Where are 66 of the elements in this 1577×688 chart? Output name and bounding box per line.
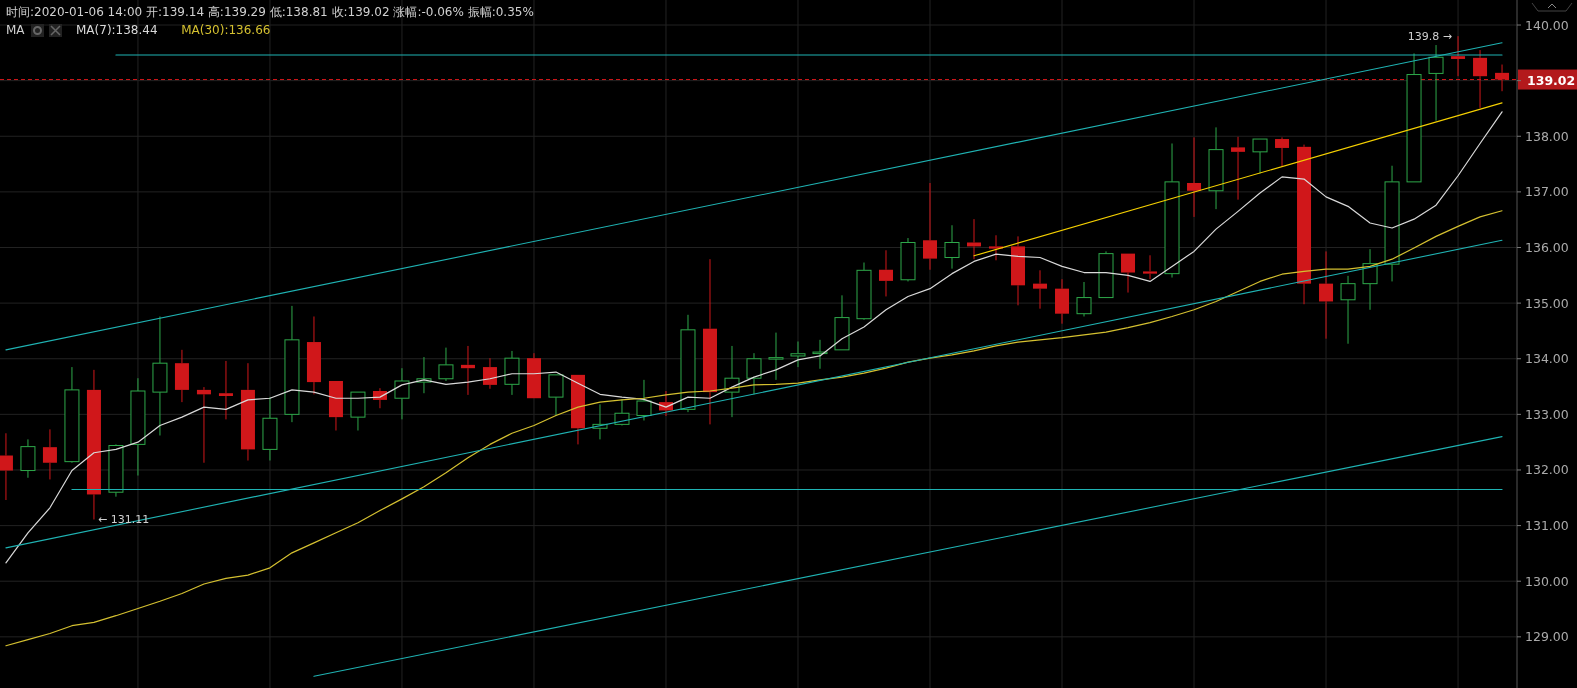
candlestick bbox=[944, 224, 960, 270]
candlestick bbox=[306, 315, 321, 395]
candlestick bbox=[680, 314, 696, 413]
candlestick bbox=[746, 352, 762, 395]
chart-title: 时间:2020-01-06 14:00 开:139.14 高:139.29 低:138.81 收:139.02 涨幅:-0.06% 振幅:0.35% bbox=[6, 5, 534, 19]
ref-line-label: 139.02 bbox=[1527, 72, 1576, 88]
candlestick bbox=[1297, 144, 1312, 305]
candlestick bbox=[636, 379, 652, 421]
candlestick bbox=[1319, 250, 1334, 340]
candlestick bbox=[1428, 44, 1444, 122]
y-tick-label: 135.00 bbox=[1525, 295, 1569, 311]
candlestick bbox=[152, 315, 168, 436]
candlestick bbox=[856, 262, 872, 320]
candlestick bbox=[923, 182, 937, 271]
y-tick-label: 138.00 bbox=[1525, 128, 1569, 144]
candlestick bbox=[482, 357, 497, 390]
candlestick bbox=[1055, 278, 1070, 325]
candlestick bbox=[1231, 136, 1246, 201]
candlestick bbox=[42, 428, 57, 480]
y-tick-label: 131.00 bbox=[1525, 518, 1569, 534]
candlestick bbox=[812, 339, 828, 370]
candlestick bbox=[130, 377, 146, 477]
candlestick bbox=[284, 305, 300, 423]
text: MA(30):136.66 bbox=[181, 23, 271, 37]
candlestick bbox=[1076, 281, 1092, 317]
candlestick bbox=[394, 367, 410, 420]
y-tick-label: 137.00 bbox=[1525, 184, 1569, 200]
annotation: 139.8 → bbox=[1407, 30, 1453, 44]
candlestick bbox=[20, 438, 36, 479]
candlestick bbox=[967, 218, 981, 260]
candlestick bbox=[438, 347, 454, 382]
candlestick bbox=[900, 237, 916, 282]
candlestick bbox=[1340, 275, 1356, 345]
candlestick bbox=[504, 350, 520, 396]
candlestick bbox=[196, 386, 211, 464]
candlestick bbox=[1275, 136, 1290, 168]
candlestick bbox=[64, 366, 80, 463]
y-tick-label: 140.00 bbox=[1525, 17, 1569, 33]
y-tick-label: 130.00 bbox=[1525, 573, 1569, 589]
legend-title: MA bbox=[6, 23, 26, 37]
candlestick bbox=[1011, 235, 1026, 306]
y-tick-label: 132.00 bbox=[1525, 462, 1569, 478]
candlestick bbox=[218, 360, 233, 420]
y-tick-label: 129.00 bbox=[1525, 629, 1569, 645]
y-tick-label: 134.00 bbox=[1525, 351, 1569, 367]
candlestick bbox=[768, 332, 784, 381]
candlestick bbox=[1451, 35, 1466, 77]
candlestick bbox=[1187, 136, 1202, 218]
candlestick bbox=[702, 258, 717, 425]
y-tick-label: 133.00 bbox=[1525, 406, 1569, 422]
line-series bbox=[5, 210, 1503, 647]
text: MA(7):138.44 bbox=[76, 23, 158, 37]
candlestick bbox=[1033, 269, 1048, 310]
line-series bbox=[5, 111, 1503, 564]
candlestick bbox=[108, 445, 124, 498]
candlestick bbox=[1143, 254, 1158, 280]
candlestick bbox=[1208, 126, 1224, 210]
candlestick bbox=[1384, 165, 1400, 282]
candlestick bbox=[879, 249, 893, 297]
candlestick bbox=[1164, 143, 1180, 279]
candlestick bbox=[174, 349, 189, 403]
candlestick bbox=[262, 396, 278, 462]
candlestick bbox=[790, 341, 806, 368]
y-tick-label: 136.00 bbox=[1525, 240, 1569, 255]
annotation: ← 131.11 bbox=[97, 513, 150, 527]
candlestick bbox=[240, 362, 255, 462]
